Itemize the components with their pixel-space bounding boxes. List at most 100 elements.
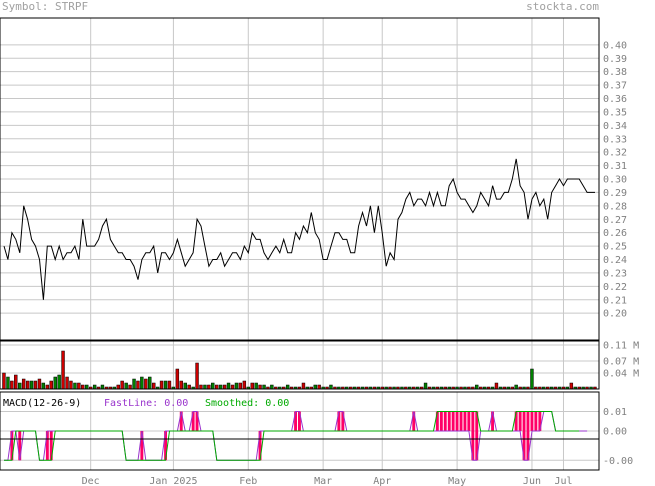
volume-bar bbox=[69, 380, 73, 390]
macd-bar bbox=[455, 411, 459, 431]
price-tick-label: 0.22 bbox=[603, 282, 627, 293]
macd-bar bbox=[45, 431, 49, 461]
volume-bar bbox=[18, 382, 22, 390]
volume-bar bbox=[140, 376, 144, 390]
macd-smoothed-label: Smoothed: 0.00 bbox=[205, 398, 289, 409]
volume-tick-label: 0.07 M bbox=[603, 357, 639, 368]
price-tick-label: 0.31 bbox=[603, 161, 627, 172]
volume-tick-label: 0.11 M bbox=[603, 341, 639, 352]
macd-bar bbox=[514, 411, 518, 431]
macd-bar bbox=[435, 411, 439, 431]
volume-bar bbox=[37, 378, 42, 390]
volume-bar bbox=[242, 380, 247, 390]
volume-bar bbox=[226, 382, 231, 390]
x-tick-label: Apr bbox=[373, 476, 391, 486]
price-tick-label: 0.38 bbox=[603, 67, 627, 78]
macd-bar bbox=[534, 411, 538, 431]
volume-bar bbox=[285, 384, 290, 390]
volume-bar bbox=[85, 384, 89, 390]
volume-bar bbox=[73, 382, 77, 390]
price-tick-label: 0.23 bbox=[603, 268, 627, 279]
price-tick-label: 0.21 bbox=[603, 295, 627, 306]
volume-bar bbox=[218, 384, 223, 390]
macd-y-axis-labels: 0.01 0.00 -0.00 bbox=[603, 407, 633, 467]
volume-panel-frame bbox=[0, 340, 600, 390]
macd-bar bbox=[459, 411, 463, 431]
volume-bar bbox=[179, 380, 183, 390]
site-name[interactable]: stockta.com bbox=[526, 0, 599, 13]
volume-bar bbox=[423, 382, 428, 390]
volume-bar bbox=[167, 380, 172, 390]
volume-bar bbox=[77, 382, 81, 390]
macd-bar bbox=[337, 411, 341, 431]
price-panel-frame bbox=[0, 17, 600, 341]
volume-bar bbox=[301, 382, 306, 390]
macd-bar bbox=[298, 411, 301, 431]
price-tick-label: 0.25 bbox=[603, 242, 627, 253]
price-grid bbox=[0, 18, 599, 340]
volume-bar bbox=[14, 374, 18, 390]
volume-bar bbox=[514, 384, 518, 390]
volume-bar bbox=[262, 384, 266, 390]
volume-bar bbox=[29, 380, 34, 390]
price-tick-label: 0.37 bbox=[603, 81, 627, 92]
volume-bar bbox=[148, 376, 152, 390]
macd-smoothed-line bbox=[4, 411, 580, 461]
macd-tick-label: 0.01 bbox=[603, 407, 627, 418]
macd-bar bbox=[179, 411, 183, 431]
volume-bar bbox=[65, 376, 69, 390]
price-tick-label: 0.35 bbox=[603, 107, 627, 118]
price-tick-label: 0.36 bbox=[603, 94, 627, 105]
volume-bar bbox=[92, 384, 97, 390]
macd-bar bbox=[443, 411, 447, 431]
macd-bar bbox=[18, 431, 22, 461]
x-tick-label: Jan 2025 bbox=[149, 476, 197, 486]
x-axis-labels: Dec Jan 2025 Feb Mar Apr May Jun Jul bbox=[82, 476, 573, 486]
volume-bar bbox=[144, 378, 148, 390]
macd-tick-label: -0.00 bbox=[603, 456, 633, 467]
macd-bar bbox=[463, 411, 467, 431]
macd-bar bbox=[10, 431, 14, 461]
x-tick-label: Dec bbox=[82, 476, 100, 486]
volume-bar bbox=[329, 384, 333, 390]
volume-bar bbox=[61, 350, 65, 390]
x-tick-label: Jun bbox=[523, 476, 541, 486]
volume-bar bbox=[21, 378, 26, 390]
volume-bar bbox=[175, 368, 180, 390]
macd-bar bbox=[522, 411, 526, 461]
volume-bar bbox=[199, 384, 203, 390]
volume-bar bbox=[238, 382, 243, 390]
volume-bar bbox=[159, 380, 164, 390]
volume-bar bbox=[234, 382, 239, 390]
volume-bar bbox=[136, 380, 140, 390]
macd-bar bbox=[49, 431, 53, 461]
price-y-axis-labels: 0.40 0.39 0.38 0.37 0.36 0.35 0.34 0.33 0.32 0.31… bbox=[603, 40, 627, 319]
volume-bar bbox=[317, 384, 321, 390]
macd-bar bbox=[447, 411, 451, 431]
volume-bar bbox=[45, 384, 50, 390]
macd-bar bbox=[491, 411, 494, 431]
volume-bar bbox=[203, 384, 207, 390]
macd-bar bbox=[412, 411, 416, 431]
volume-bar bbox=[33, 380, 38, 390]
volume-tick-label: 0.04 M bbox=[603, 369, 639, 380]
x-tick-label: Feb bbox=[239, 476, 257, 486]
macd-bars bbox=[10, 411, 542, 461]
volume-bar bbox=[475, 384, 479, 390]
volume-bar bbox=[41, 382, 46, 390]
price-tick-label: 0.40 bbox=[603, 40, 627, 51]
volume-bar bbox=[494, 382, 499, 390]
volume-bar bbox=[215, 384, 219, 390]
volume-bar bbox=[207, 384, 211, 390]
price-tick-label: 0.34 bbox=[603, 121, 627, 132]
price-tick-label: 0.26 bbox=[603, 228, 627, 239]
price-tick-label: 0.28 bbox=[603, 201, 627, 212]
x-tick-label: Mar bbox=[314, 476, 332, 486]
volume-bar bbox=[163, 380, 168, 390]
volume-bar bbox=[152, 382, 156, 390]
volume-y-axis-labels: 0.11 M 0.07 M0.04 M bbox=[603, 341, 639, 380]
volume-bar bbox=[57, 374, 61, 390]
price-tick-label: 0.27 bbox=[603, 215, 627, 226]
macd-bar bbox=[191, 411, 195, 431]
